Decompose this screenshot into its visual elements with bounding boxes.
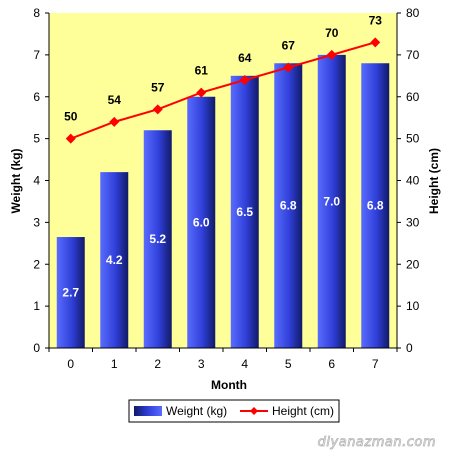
y-tick-label-right: 50 xyxy=(406,132,420,146)
y-tick-label-left: 6 xyxy=(33,90,40,104)
marker-height-4 xyxy=(239,75,250,85)
y-tick-label-left: 1 xyxy=(33,299,40,313)
legend: Weight (kg) Height (cm) xyxy=(128,399,340,423)
bar-label-weight-5: 6.8 xyxy=(280,199,297,213)
legend-swatch-weight xyxy=(134,406,162,416)
marker-height-0 xyxy=(65,133,76,144)
y-tick-label-right: 0 xyxy=(406,341,413,355)
bar-weight-7 xyxy=(361,63,390,348)
y-tick-label-left: 2 xyxy=(33,257,40,271)
x-tick-label: 0 xyxy=(67,357,74,371)
x-tick-label: 1 xyxy=(111,357,118,371)
line-label-height-1: 54 xyxy=(108,93,122,107)
y-axis-title-left: Weight (kg) xyxy=(9,148,23,213)
x-tick-label: 2 xyxy=(154,357,161,371)
bar-label-weight-1: 4.2 xyxy=(106,253,123,267)
y-tick-label-right: 20 xyxy=(406,257,420,271)
y-tick-label-left: 8 xyxy=(33,6,40,20)
y-tick-label-left: 7 xyxy=(33,48,40,62)
line-label-height-2: 57 xyxy=(151,80,165,94)
legend-label-height: Height (cm) xyxy=(272,404,334,418)
y-tick-label-left: 3 xyxy=(33,215,40,229)
line-label-height-6: 70 xyxy=(325,26,339,40)
line-label-height-5: 67 xyxy=(282,38,296,52)
bar-label-weight-6: 7.0 xyxy=(323,194,340,208)
watermark: diyanazman.com xyxy=(318,435,436,450)
marker-height-5 xyxy=(283,62,294,73)
bar-weight-4 xyxy=(230,75,259,348)
line-label-height-0: 50 xyxy=(64,110,78,124)
bar-label-weight-4: 6.5 xyxy=(236,205,253,219)
y-tick-label-left: 0 xyxy=(33,341,40,355)
bar-weight-2 xyxy=(143,130,172,348)
bar-weight-5 xyxy=(274,63,303,348)
legend-swatch-height-marker xyxy=(250,407,258,415)
y-tick-label-right: 40 xyxy=(406,174,420,188)
bar-weight-6 xyxy=(317,54,346,348)
bar-weight-3 xyxy=(187,96,216,348)
x-tick-label: 5 xyxy=(285,357,292,371)
legend-label-weight: Weight (kg) xyxy=(166,404,227,418)
line-label-height-3: 61 xyxy=(195,64,209,78)
line-label-height-4: 64 xyxy=(238,51,252,65)
marker-height-2 xyxy=(152,104,163,115)
y-tick-label-left: 4 xyxy=(33,174,40,188)
x-tick-label: 7 xyxy=(372,357,379,371)
y-tick-label-right: 60 xyxy=(406,90,420,104)
line-height xyxy=(70,41,376,140)
bar-label-weight-0: 2.7 xyxy=(62,286,79,300)
bar-weight-1 xyxy=(100,172,129,348)
bar-weight-0 xyxy=(56,237,85,348)
y-tick-label-right: 30 xyxy=(406,215,420,229)
x-tick-label: 4 xyxy=(241,357,248,371)
y-tick-label-right: 70 xyxy=(406,48,420,62)
y-axis-title-right: Height (cm) xyxy=(427,148,441,214)
y-tick-label-right: 80 xyxy=(406,6,420,20)
x-tick-label: 3 xyxy=(198,357,205,371)
x-axis-title: Month xyxy=(211,378,247,392)
marker-height-7 xyxy=(370,37,381,48)
bar-label-weight-2: 5.2 xyxy=(149,232,166,246)
x-tick-label: 6 xyxy=(328,357,335,371)
bar-label-weight-3: 6.0 xyxy=(193,215,210,229)
line-label-height-7: 73 xyxy=(369,13,383,27)
y-tick-label-left: 5 xyxy=(33,132,40,146)
legend-box xyxy=(128,399,340,423)
y-tick-label-right: 10 xyxy=(406,299,420,313)
bar-label-weight-7: 6.8 xyxy=(367,199,384,213)
marker-height-3 xyxy=(196,87,207,98)
marker-height-1 xyxy=(109,116,120,127)
marker-height-6 xyxy=(326,49,337,60)
